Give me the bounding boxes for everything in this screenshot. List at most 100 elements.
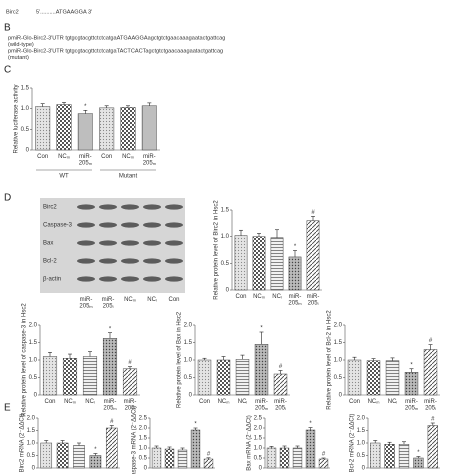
- construct: pmiR-Glo-Birc2-3'UTR tgtgcgtacgttctctcat…: [8, 35, 225, 41]
- category-label: Con: [101, 154, 112, 160]
- category-label: 205m: [103, 405, 116, 411]
- y-tick-label: 2.5: [139, 416, 148, 422]
- y-tick-label: 0.5: [27, 453, 36, 459]
- band: [165, 258, 183, 264]
- y-tick-label: 0.5: [184, 375, 193, 381]
- marker: #: [311, 210, 315, 216]
- label-sub: i: [94, 401, 95, 405]
- category-label: miR-: [143, 154, 156, 160]
- bar: [141, 105, 157, 151]
- label-text: 205: [308, 300, 319, 306]
- category-label: Con: [199, 399, 210, 405]
- bar: [384, 444, 395, 469]
- label-text: miR-: [405, 399, 418, 405]
- category-label: 205m: [255, 405, 268, 411]
- label-text: miR-: [289, 294, 302, 300]
- bar: [151, 447, 162, 469]
- label-sub: i: [285, 407, 286, 411]
- marker: #: [431, 417, 435, 423]
- marker: #: [279, 364, 283, 370]
- category-label: miR-: [80, 297, 93, 303]
- category-label: Con: [235, 294, 246, 300]
- bar: [102, 338, 118, 396]
- marker: *: [260, 326, 263, 332]
- band: [99, 258, 117, 264]
- category-label: NCm: [58, 154, 70, 160]
- band: [99, 222, 117, 228]
- bar: [404, 372, 419, 396]
- marker: #: [110, 419, 114, 425]
- bar: [62, 358, 78, 396]
- band: [99, 204, 117, 210]
- category-label: Con: [37, 154, 48, 160]
- y-tick-label: 0: [339, 393, 343, 399]
- label-sub: m: [415, 407, 418, 411]
- y-tick-label: 0: [144, 466, 148, 472]
- label-text: miR-: [80, 297, 93, 303]
- y-tick-label: 0: [32, 466, 36, 472]
- band: [165, 276, 183, 282]
- band: [143, 276, 161, 282]
- bar: [347, 359, 362, 396]
- y-tick-label: 2.0: [254, 426, 263, 432]
- label-sub: m: [89, 162, 92, 166]
- label-text: 205: [275, 405, 286, 411]
- panel-label: D: [4, 193, 11, 204]
- bar: [234, 235, 248, 291]
- bar: [235, 359, 250, 396]
- label-sub: m: [226, 401, 229, 405]
- sequence: 5'..........ATGAAGGA 3': [36, 9, 92, 15]
- group-label: WT: [59, 174, 69, 180]
- y-tick-label: 1.5: [184, 340, 193, 346]
- category-label: 205m: [79, 160, 92, 166]
- category-label: NCm: [124, 297, 136, 303]
- bar: [423, 349, 438, 396]
- band: [121, 222, 139, 228]
- bar: [366, 360, 381, 396]
- y-tick-label: 1.5: [334, 340, 343, 346]
- category-label: miR-: [405, 399, 418, 405]
- bar: [427, 425, 438, 469]
- label-text: NC: [58, 154, 67, 160]
- band: [77, 258, 95, 264]
- category-label: Con: [168, 297, 179, 303]
- label-text: NC: [64, 399, 73, 405]
- y-tick-label: 1.0: [139, 446, 148, 452]
- category-label: miR-: [102, 297, 115, 303]
- bar: [306, 220, 320, 291]
- category-label: 205m: [143, 160, 156, 166]
- marker: *: [410, 362, 413, 368]
- marker: *: [194, 422, 197, 428]
- marker: #: [128, 360, 132, 366]
- category-label: miR-: [104, 399, 117, 405]
- blot-row-label: Bax: [43, 241, 53, 247]
- y-tick-label: 2.0: [334, 323, 343, 329]
- bar: [197, 359, 212, 396]
- band: [121, 258, 139, 264]
- label-text: 205: [425, 405, 436, 411]
- marker: *: [417, 450, 420, 456]
- y-axis-label: Caspase-3 mRNA (2⁻ΔΔCt): [132, 406, 138, 474]
- y-tick-label: 0.5: [21, 127, 30, 133]
- y-tick-label: 2.0: [357, 416, 366, 422]
- construct-note: (mutant): [8, 55, 29, 61]
- bar: [35, 106, 51, 151]
- marker: *: [84, 104, 87, 110]
- label-sub: i: [281, 296, 282, 300]
- category-label: 205i: [425, 405, 436, 411]
- label-text: miR-: [143, 154, 156, 160]
- y-tick-label: 1.5: [27, 428, 36, 434]
- y-tick-label: 2.0: [139, 426, 148, 432]
- band: [143, 222, 161, 228]
- label-text: Con: [37, 154, 48, 160]
- band: [121, 276, 139, 282]
- label-sub: i: [318, 302, 319, 306]
- label-sub: m: [113, 407, 116, 411]
- label-sub: i: [246, 401, 247, 405]
- y-axis-label: Relative protein level of caspase-3 in H…: [22, 303, 28, 417]
- label-text: miR-: [307, 294, 320, 300]
- category-label: NCm: [218, 399, 230, 405]
- panel-label: E: [4, 403, 11, 414]
- label-text: miR-: [79, 154, 92, 160]
